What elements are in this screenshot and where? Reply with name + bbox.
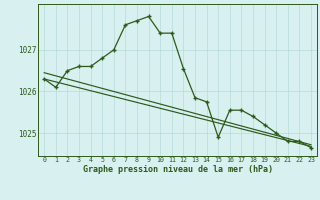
X-axis label: Graphe pression niveau de la mer (hPa): Graphe pression niveau de la mer (hPa) bbox=[83, 165, 273, 174]
